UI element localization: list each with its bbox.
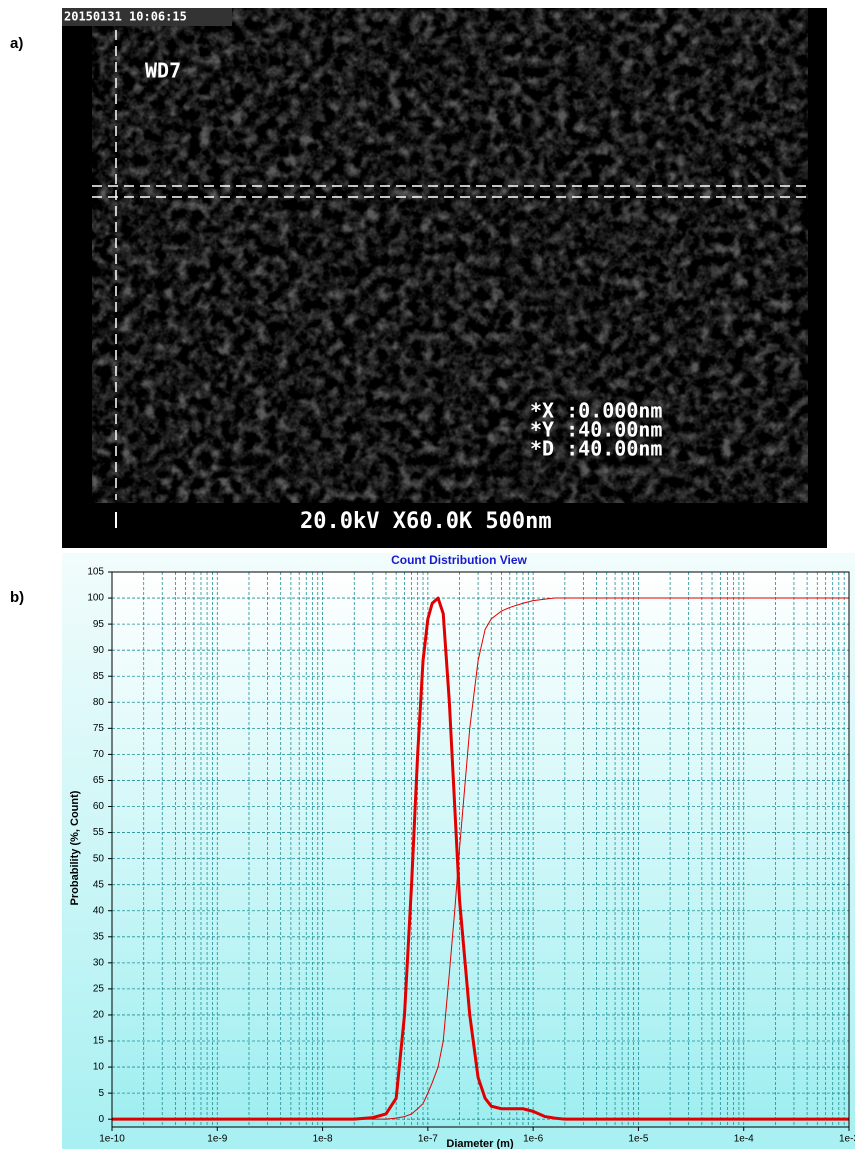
timestamp-bg bbox=[62, 8, 232, 26]
y-tick-label: 65 bbox=[93, 775, 105, 786]
plot-frame bbox=[111, 571, 850, 1128]
x-tick-label: 1e-10 bbox=[99, 1134, 125, 1145]
y-tick-label: 60 bbox=[93, 801, 105, 812]
y-tick-label: 70 bbox=[93, 749, 105, 760]
y-tick-label: 100 bbox=[87, 593, 104, 604]
y-tick-label: 25 bbox=[93, 984, 105, 995]
y-tick-label: 40 bbox=[93, 905, 105, 916]
lines bbox=[112, 596, 849, 1121]
x-tick-label: 1e-9 bbox=[207, 1134, 227, 1145]
x-tick-label: 1e-8 bbox=[313, 1134, 333, 1145]
data-line bbox=[112, 596, 849, 1121]
y-tick-label: 35 bbox=[93, 931, 105, 942]
y-tick-label: 45 bbox=[93, 879, 105, 890]
panel-label: a) bbox=[10, 35, 23, 52]
plot-area bbox=[112, 572, 849, 1127]
y-tick-label: 0 bbox=[98, 1114, 104, 1125]
panel-label: b) bbox=[10, 589, 24, 606]
x-tick-label: 1e-6 bbox=[523, 1134, 543, 1145]
y-tick-label: 55 bbox=[93, 827, 105, 838]
y-tick-label: 15 bbox=[93, 1036, 105, 1047]
sem-timestamp: 20150131 10:06:15 bbox=[64, 10, 187, 24]
sem-wd: WD7 bbox=[145, 59, 181, 83]
sem-measure: *Y :40.00nm bbox=[530, 418, 662, 442]
y-tick-label: 30 bbox=[93, 957, 105, 968]
sem-footer: 20.0kV X60.0K 500nm bbox=[300, 509, 552, 534]
x-tick-label: 1e-5 bbox=[628, 1134, 648, 1145]
x-tick-label: 1e-4 bbox=[734, 1134, 754, 1145]
sem-measure: *D :40.00nm bbox=[530, 437, 662, 461]
x-tick-label: 1e-3 bbox=[839, 1134, 855, 1145]
x-axis-title: Diameter (m) bbox=[446, 1138, 514, 1149]
y-tick-label: 50 bbox=[93, 853, 105, 864]
data-line bbox=[112, 597, 849, 1120]
chart-title: Count Distribution View bbox=[391, 553, 527, 567]
y-tick-label: 10 bbox=[93, 1062, 105, 1073]
x-tick-label: 1e-7 bbox=[418, 1134, 438, 1145]
y-axis-title: Probability (%, Count) bbox=[69, 790, 81, 905]
y-tick-label: 105 bbox=[87, 567, 104, 578]
sem-measure: *X :0.000nm bbox=[530, 399, 662, 423]
y-tick-label: 20 bbox=[93, 1010, 105, 1021]
y-tick-label: 95 bbox=[93, 619, 105, 630]
y-tick-label: 75 bbox=[93, 723, 105, 734]
y-tick-label: 80 bbox=[93, 697, 105, 708]
y-tick-label: 5 bbox=[98, 1088, 104, 1099]
sem-cursor bbox=[92, 30, 808, 500]
y-tick-label: 85 bbox=[93, 671, 105, 682]
sem-texture bbox=[92, 8, 808, 503]
y-tick-label: 90 bbox=[93, 645, 105, 656]
